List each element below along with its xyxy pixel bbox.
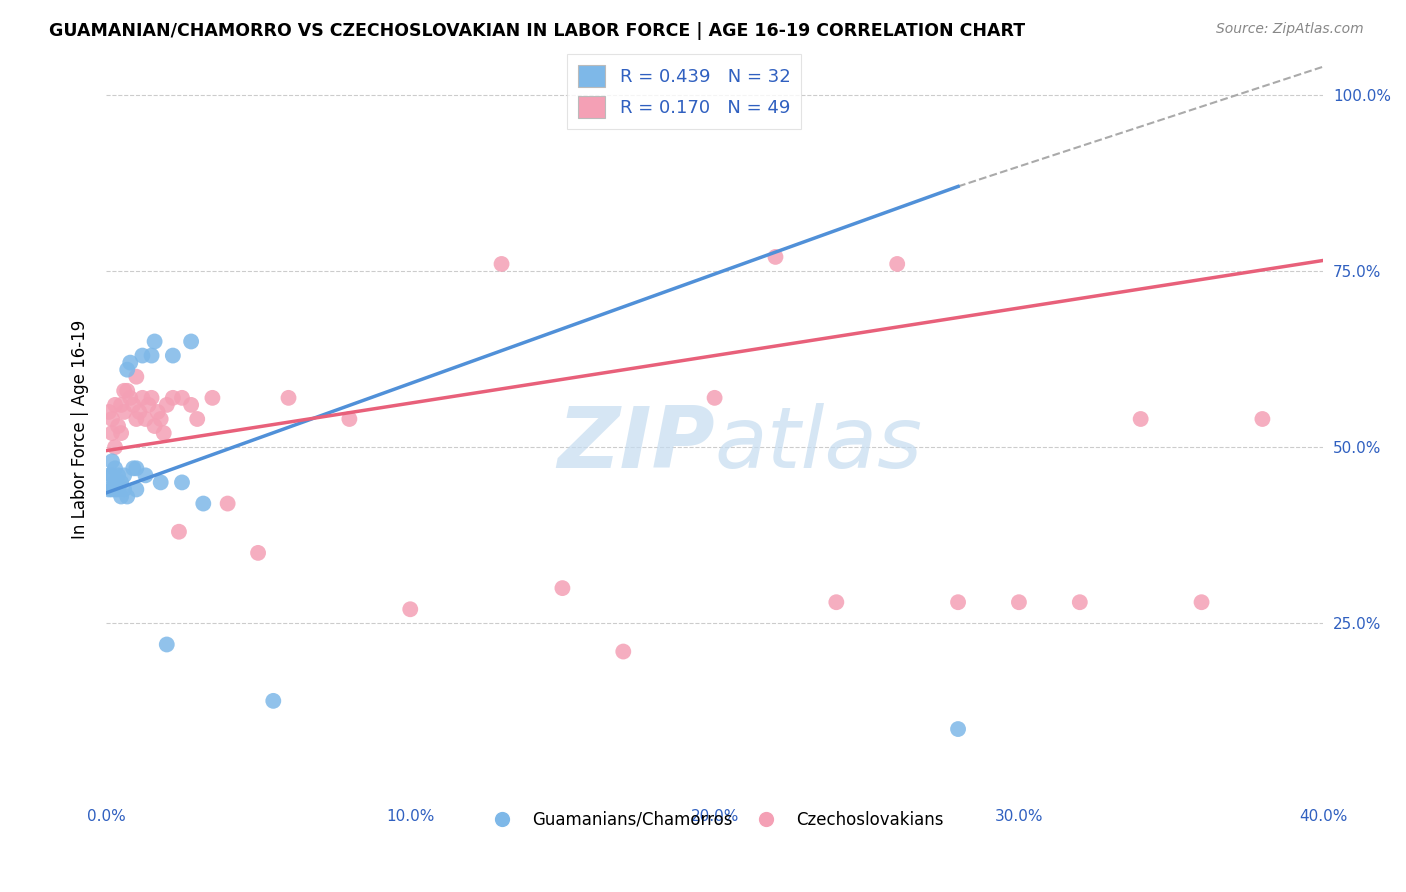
Point	[193, 497, 215, 511]
Point	[156, 638, 179, 652]
Point	[131, 391, 153, 405]
Point	[149, 475, 172, 490]
Point	[612, 644, 634, 658]
Point	[162, 391, 184, 405]
Point	[170, 475, 193, 490]
Point	[262, 694, 284, 708]
Point	[167, 524, 190, 539]
Point	[1251, 412, 1274, 426]
Point	[97, 483, 120, 497]
Point	[149, 412, 172, 426]
Point	[110, 426, 132, 441]
Point	[186, 412, 208, 426]
Point	[104, 461, 127, 475]
Point	[125, 369, 148, 384]
Point	[125, 483, 148, 497]
Point	[399, 602, 422, 616]
Legend: Guamanians/Chamorros, Czechoslovakians: Guamanians/Chamorros, Czechoslovakians	[479, 805, 950, 836]
Point	[143, 334, 166, 349]
Point	[115, 490, 138, 504]
Point	[134, 412, 156, 426]
Point	[115, 384, 138, 398]
Point	[247, 546, 270, 560]
Point	[491, 257, 513, 271]
Point	[946, 722, 969, 736]
Point	[101, 483, 124, 497]
Point	[886, 257, 908, 271]
Text: Source: ZipAtlas.com: Source: ZipAtlas.com	[1216, 22, 1364, 37]
Point	[141, 391, 163, 405]
Point	[104, 483, 127, 497]
Point	[138, 398, 160, 412]
Text: atlas: atlas	[714, 403, 922, 486]
Point	[101, 454, 124, 468]
Point	[97, 468, 120, 483]
Y-axis label: In Labor Force | Age 16-19: In Labor Force | Age 16-19	[72, 320, 89, 539]
Point	[120, 391, 142, 405]
Point	[107, 483, 129, 497]
Point	[122, 398, 145, 412]
Point	[125, 412, 148, 426]
Point	[104, 398, 127, 412]
Point	[115, 362, 138, 376]
Point	[104, 475, 127, 490]
Point	[146, 405, 169, 419]
Point	[128, 405, 150, 419]
Point	[131, 349, 153, 363]
Point	[180, 334, 202, 349]
Point	[110, 490, 132, 504]
Point	[156, 398, 179, 412]
Point	[170, 391, 193, 405]
Point	[152, 426, 174, 441]
Point	[120, 356, 142, 370]
Point	[134, 468, 156, 483]
Point	[201, 391, 224, 405]
Point	[112, 405, 135, 419]
Text: ZIP: ZIP	[557, 403, 714, 486]
Point	[101, 426, 124, 441]
Point	[101, 468, 124, 483]
Point	[337, 412, 360, 426]
Point	[217, 497, 239, 511]
Point	[143, 419, 166, 434]
Point	[162, 349, 184, 363]
Point	[1191, 595, 1213, 609]
Point	[180, 398, 202, 412]
Point	[1129, 412, 1152, 426]
Point	[703, 391, 725, 405]
Point	[112, 483, 135, 497]
Point	[765, 250, 787, 264]
Point	[112, 384, 135, 398]
Point	[101, 412, 124, 426]
Point	[110, 398, 132, 412]
Point	[104, 440, 127, 454]
Point	[946, 595, 969, 609]
Point	[1008, 595, 1031, 609]
Point	[122, 461, 145, 475]
Point	[551, 581, 574, 595]
Point	[110, 475, 132, 490]
Point	[107, 419, 129, 434]
Text: GUAMANIAN/CHAMORRO VS CZECHOSLOVAKIAN IN LABOR FORCE | AGE 16-19 CORRELATION CHA: GUAMANIAN/CHAMORRO VS CZECHOSLOVAKIAN IN…	[49, 22, 1025, 40]
Point	[97, 405, 120, 419]
Point	[141, 349, 163, 363]
Point	[277, 391, 299, 405]
Point	[825, 595, 848, 609]
Point	[107, 468, 129, 483]
Point	[125, 461, 148, 475]
Point	[112, 468, 135, 483]
Point	[1069, 595, 1091, 609]
